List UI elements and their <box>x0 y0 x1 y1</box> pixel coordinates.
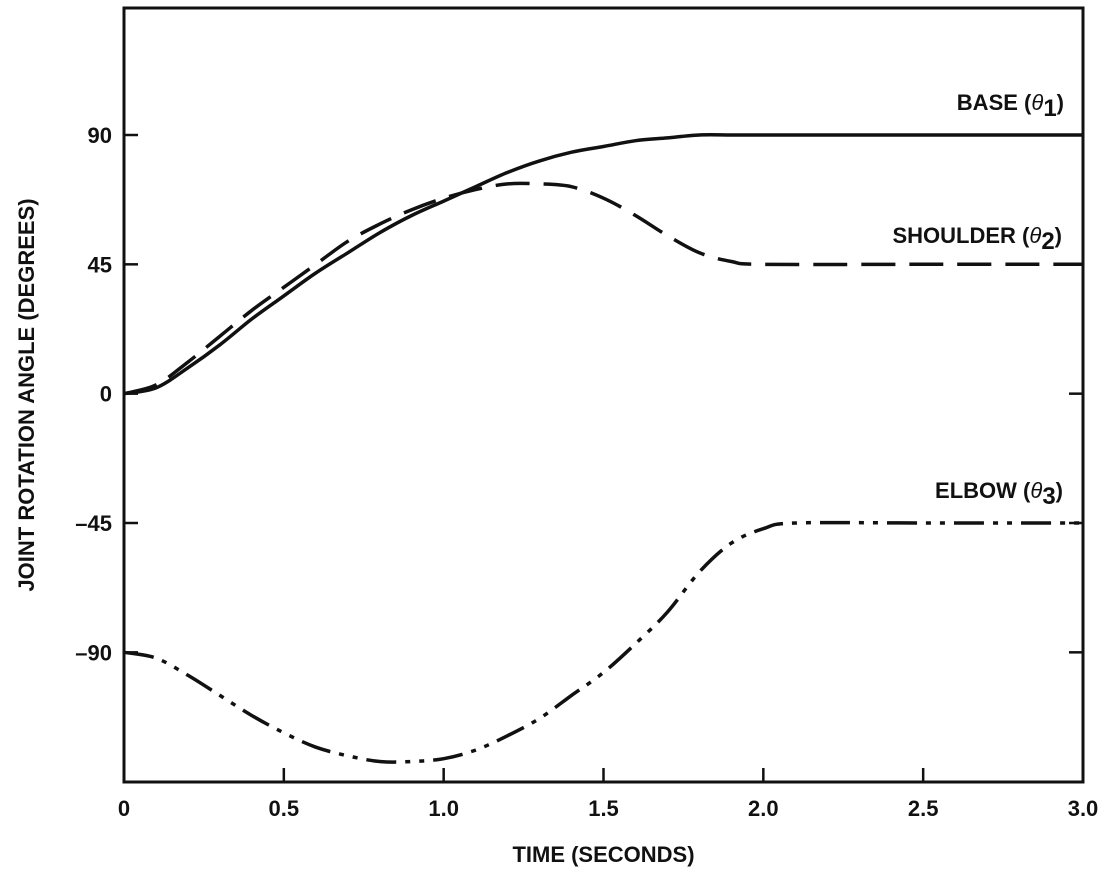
x-tick-label: 0 <box>118 796 130 821</box>
plot-border <box>122 6 1085 784</box>
base-series-line <box>123 133 1083 396</box>
elbow-series-label: ELBOW (θ3) <box>935 478 1063 510</box>
y-tick-label: –45 <box>75 511 112 536</box>
y-axis-ticks: 90 45 0 –45 –90 <box>75 123 1083 665</box>
series-subscript: 2 <box>1041 228 1054 255</box>
x-tick-label: 2.0 <box>748 796 779 821</box>
base-series-label: BASE (θ1) <box>957 90 1064 122</box>
x-axis-ticks: 0 0.5 1.0 1.5 2.0 2.5 3.0 <box>118 768 1098 821</box>
y-tick-label: 90 <box>88 123 112 148</box>
plot-frame <box>122 6 1085 784</box>
series-symbol: θ <box>1031 90 1043 115</box>
series-subscript: 3 <box>1042 483 1055 510</box>
series-symbol: θ <box>1030 478 1042 503</box>
series-subscript: 1 <box>1043 95 1056 122</box>
x-tick-label: 1.0 <box>428 796 459 821</box>
series-lines <box>123 133 1083 764</box>
x-tick-label: 2.5 <box>908 796 939 821</box>
y-tick-label: 45 <box>88 252 112 277</box>
x-tick-label: 0.5 <box>269 796 300 821</box>
y-axis-title: JOINT ROTATION ANGLE (DEGREES) <box>14 198 39 591</box>
shoulder-series-label: SHOULDER (θ2) <box>892 223 1062 255</box>
series-symbol: θ <box>1029 223 1041 248</box>
series-name: BASE <box>957 90 1018 115</box>
x-tick-label: 3.0 <box>1068 796 1099 821</box>
series-labels: BASE (θ1) SHOULDER (θ2) ELBOW (θ3) <box>892 90 1064 510</box>
y-tick-label: 0 <box>100 382 112 407</box>
shoulder-series-line <box>123 181 1083 396</box>
y-tick-label: –90 <box>75 640 112 665</box>
series-name: SHOULDER <box>892 223 1016 248</box>
series-name: ELBOW <box>935 478 1017 503</box>
elbow-series-line <box>123 520 1083 764</box>
x-axis-title: TIME (SECONDS) <box>512 842 694 867</box>
x-tick-label: 1.5 <box>588 796 619 821</box>
